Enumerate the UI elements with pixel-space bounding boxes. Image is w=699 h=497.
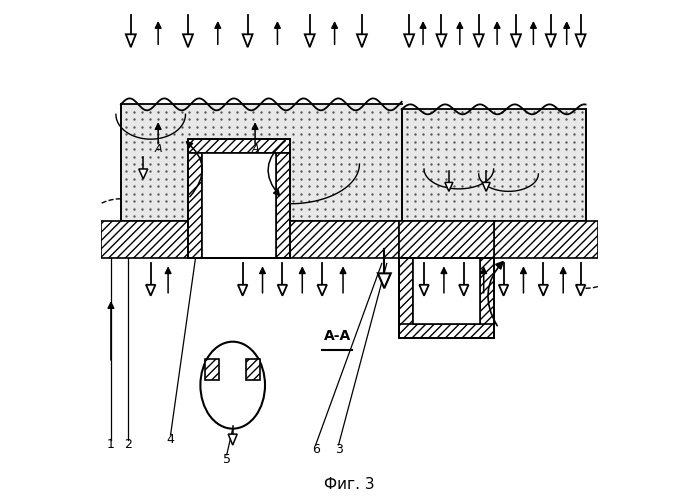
FancyArrowPatch shape (187, 142, 202, 197)
Polygon shape (499, 285, 508, 296)
FancyArrowPatch shape (488, 262, 503, 326)
Bar (246, 359, 260, 380)
Bar (402, 109, 586, 221)
Polygon shape (576, 34, 586, 47)
Bar (413, 258, 480, 324)
Text: 1: 1 (107, 438, 115, 451)
Bar (399, 324, 493, 338)
Bar (101, 221, 188, 258)
Bar (493, 221, 598, 258)
Polygon shape (278, 285, 287, 296)
Bar (480, 258, 493, 338)
Polygon shape (378, 273, 391, 288)
Text: 3: 3 (335, 443, 343, 456)
Ellipse shape (201, 342, 265, 428)
Polygon shape (576, 285, 585, 296)
Polygon shape (146, 285, 155, 296)
FancyArrowPatch shape (268, 141, 285, 195)
Polygon shape (546, 34, 556, 47)
Text: 5: 5 (223, 453, 231, 466)
Polygon shape (305, 34, 315, 47)
Polygon shape (238, 285, 247, 296)
Polygon shape (436, 34, 447, 47)
Polygon shape (404, 34, 414, 47)
Polygon shape (511, 34, 521, 47)
Bar (290, 221, 399, 258)
Bar (202, 153, 276, 258)
Polygon shape (474, 34, 484, 47)
Bar (121, 104, 402, 221)
Bar (276, 153, 290, 258)
Polygon shape (183, 34, 193, 47)
Bar (188, 153, 202, 258)
Polygon shape (317, 285, 327, 296)
Bar (188, 139, 290, 258)
Text: Фиг. 3: Фиг. 3 (324, 477, 375, 492)
Polygon shape (539, 285, 548, 296)
Text: А: А (251, 144, 259, 154)
Bar (399, 221, 493, 258)
Bar (399, 258, 413, 338)
Polygon shape (482, 182, 490, 191)
Polygon shape (139, 169, 147, 179)
Text: А-А: А-А (324, 329, 351, 343)
Bar (399, 258, 493, 338)
Polygon shape (357, 34, 367, 47)
Polygon shape (229, 434, 237, 445)
Text: 6: 6 (312, 443, 319, 456)
Polygon shape (459, 285, 468, 296)
Bar (188, 139, 290, 153)
Polygon shape (243, 34, 252, 47)
Bar (206, 359, 219, 380)
Text: А: А (154, 144, 162, 154)
Polygon shape (419, 285, 428, 296)
Polygon shape (126, 34, 136, 47)
Text: 4: 4 (166, 433, 175, 446)
Polygon shape (445, 182, 453, 191)
Text: 2: 2 (124, 438, 132, 451)
